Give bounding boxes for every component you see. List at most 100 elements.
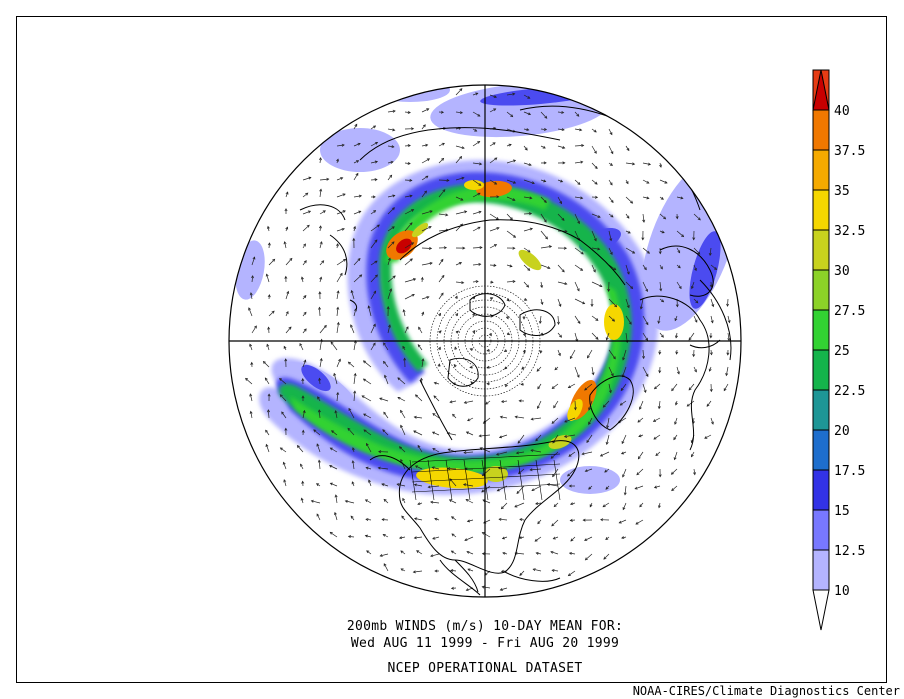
wind-arrow [552, 468, 559, 477]
wind-arrow [523, 281, 529, 288]
wind-arrow [551, 519, 559, 527]
wind-arrow [686, 400, 695, 407]
wind-arrow-head [400, 568, 404, 572]
wind-arrow [608, 315, 615, 322]
wind-arrow [368, 305, 372, 317]
wind-arrow [557, 298, 562, 307]
wind-arrow [438, 292, 444, 300]
wind-arrow [499, 434, 508, 438]
colorbar-swatch [812, 229, 830, 271]
wind-arrow [387, 161, 394, 164]
wind-arrow-head [407, 110, 411, 114]
wind-arrow-head [588, 421, 591, 425]
wind-arrow [365, 499, 372, 504]
wind-arrow-head [677, 250, 681, 254]
wind-arrow-head [674, 335, 678, 339]
wind-arrow [489, 213, 499, 220]
wind-arrow [642, 264, 647, 270]
wind-arrow [317, 396, 321, 402]
wind-arrow-head [440, 258, 444, 262]
wind-arrow-head [478, 183, 482, 186]
wind-arrow-head [626, 147, 630, 152]
wind-arrow [570, 502, 576, 505]
wind-arrow-head [424, 190, 427, 194]
wind-arrow [472, 162, 482, 165]
wind-arrow [370, 260, 378, 266]
wind-arrow-head [691, 454, 694, 458]
wind-arrow-head [612, 356, 616, 360]
wind-arrow-head [363, 429, 367, 433]
wind-arrow-head [392, 194, 396, 198]
wind-arrow [414, 536, 423, 539]
wind-arrow-head [620, 451, 625, 455]
wind-arrow-head [584, 538, 588, 541]
wind-arrow [472, 141, 480, 147]
wind-arrow-head [626, 215, 630, 219]
wind-arrow-head [409, 178, 413, 182]
wind-arrow [536, 366, 542, 372]
wind-arrow-head [697, 217, 701, 221]
wind-arrow-head [582, 301, 586, 305]
wind-arrow-head [249, 410, 253, 414]
wind-arrow-head [567, 573, 571, 577]
wind-arrow-head [658, 370, 662, 374]
wind-arrow [608, 366, 614, 376]
boundary-line [553, 459, 561, 501]
wind-arrow-head [593, 150, 597, 154]
wind-arrow-head [499, 415, 503, 419]
wind-arrow [319, 178, 329, 181]
wind-arrow [387, 110, 396, 113]
wind-arrow-head [464, 210, 468, 214]
wind-arrow [557, 264, 565, 273]
wind-arrow-head [500, 569, 505, 573]
wind-arrow [466, 551, 474, 555]
wind-arrow-head [494, 181, 498, 185]
wind-arrow-head [594, 195, 599, 199]
wind-arrow-head [407, 161, 411, 165]
wind-arrow-head [543, 127, 548, 131]
wind-arrow-head [296, 445, 300, 449]
wind-arrow [523, 247, 531, 253]
wind-arrow-head [597, 247, 601, 251]
wind-arrow-head [303, 311, 307, 315]
wind-arrow [387, 174, 392, 181]
wind-arrow [540, 246, 552, 249]
wind-arrow [691, 451, 695, 457]
wind-arrow-head [400, 409, 403, 413]
wind-arrow [302, 260, 307, 266]
wind-arrow-head [693, 472, 697, 476]
wind-arrow-head [353, 225, 357, 230]
wind-arrow [500, 416, 508, 419]
colorbar-swatch [812, 349, 830, 391]
wind-arrow [455, 177, 464, 181]
wind-arrow [387, 275, 396, 283]
wind-arrow-head [405, 326, 409, 330]
speed-contour [604, 304, 624, 340]
wind-arrow [499, 518, 508, 521]
wind-arrow [659, 179, 668, 184]
wind-arrow [370, 290, 377, 300]
wind-arrow-head [342, 193, 346, 197]
wind-arrow [606, 434, 610, 445]
wind-arrow-head [602, 504, 606, 508]
wind-arrow-head [496, 227, 500, 230]
wind-arrow-head [441, 142, 445, 146]
wind-arrow-head [300, 463, 303, 467]
wind-arrow-head [639, 306, 643, 310]
wind-arrow-head [350, 515, 354, 519]
wind-arrow-head [267, 393, 271, 397]
colorbar-min-triangle [812, 589, 830, 631]
wind-arrow-head [680, 196, 684, 200]
wind-arrow-head [529, 227, 534, 231]
wind-arrow-head [262, 360, 266, 364]
wind-arrow-head [605, 441, 609, 446]
wind-arrow [604, 468, 610, 473]
wind-arrow [414, 518, 423, 521]
wind-arrow-head [653, 386, 657, 390]
wind-arrow-head [432, 536, 436, 540]
wind-arrow [472, 211, 482, 215]
wind-arrow-head [403, 357, 407, 361]
wind-arrow-head [465, 431, 470, 435]
wind-arrow [438, 142, 445, 147]
wind-arrow [693, 298, 699, 304]
